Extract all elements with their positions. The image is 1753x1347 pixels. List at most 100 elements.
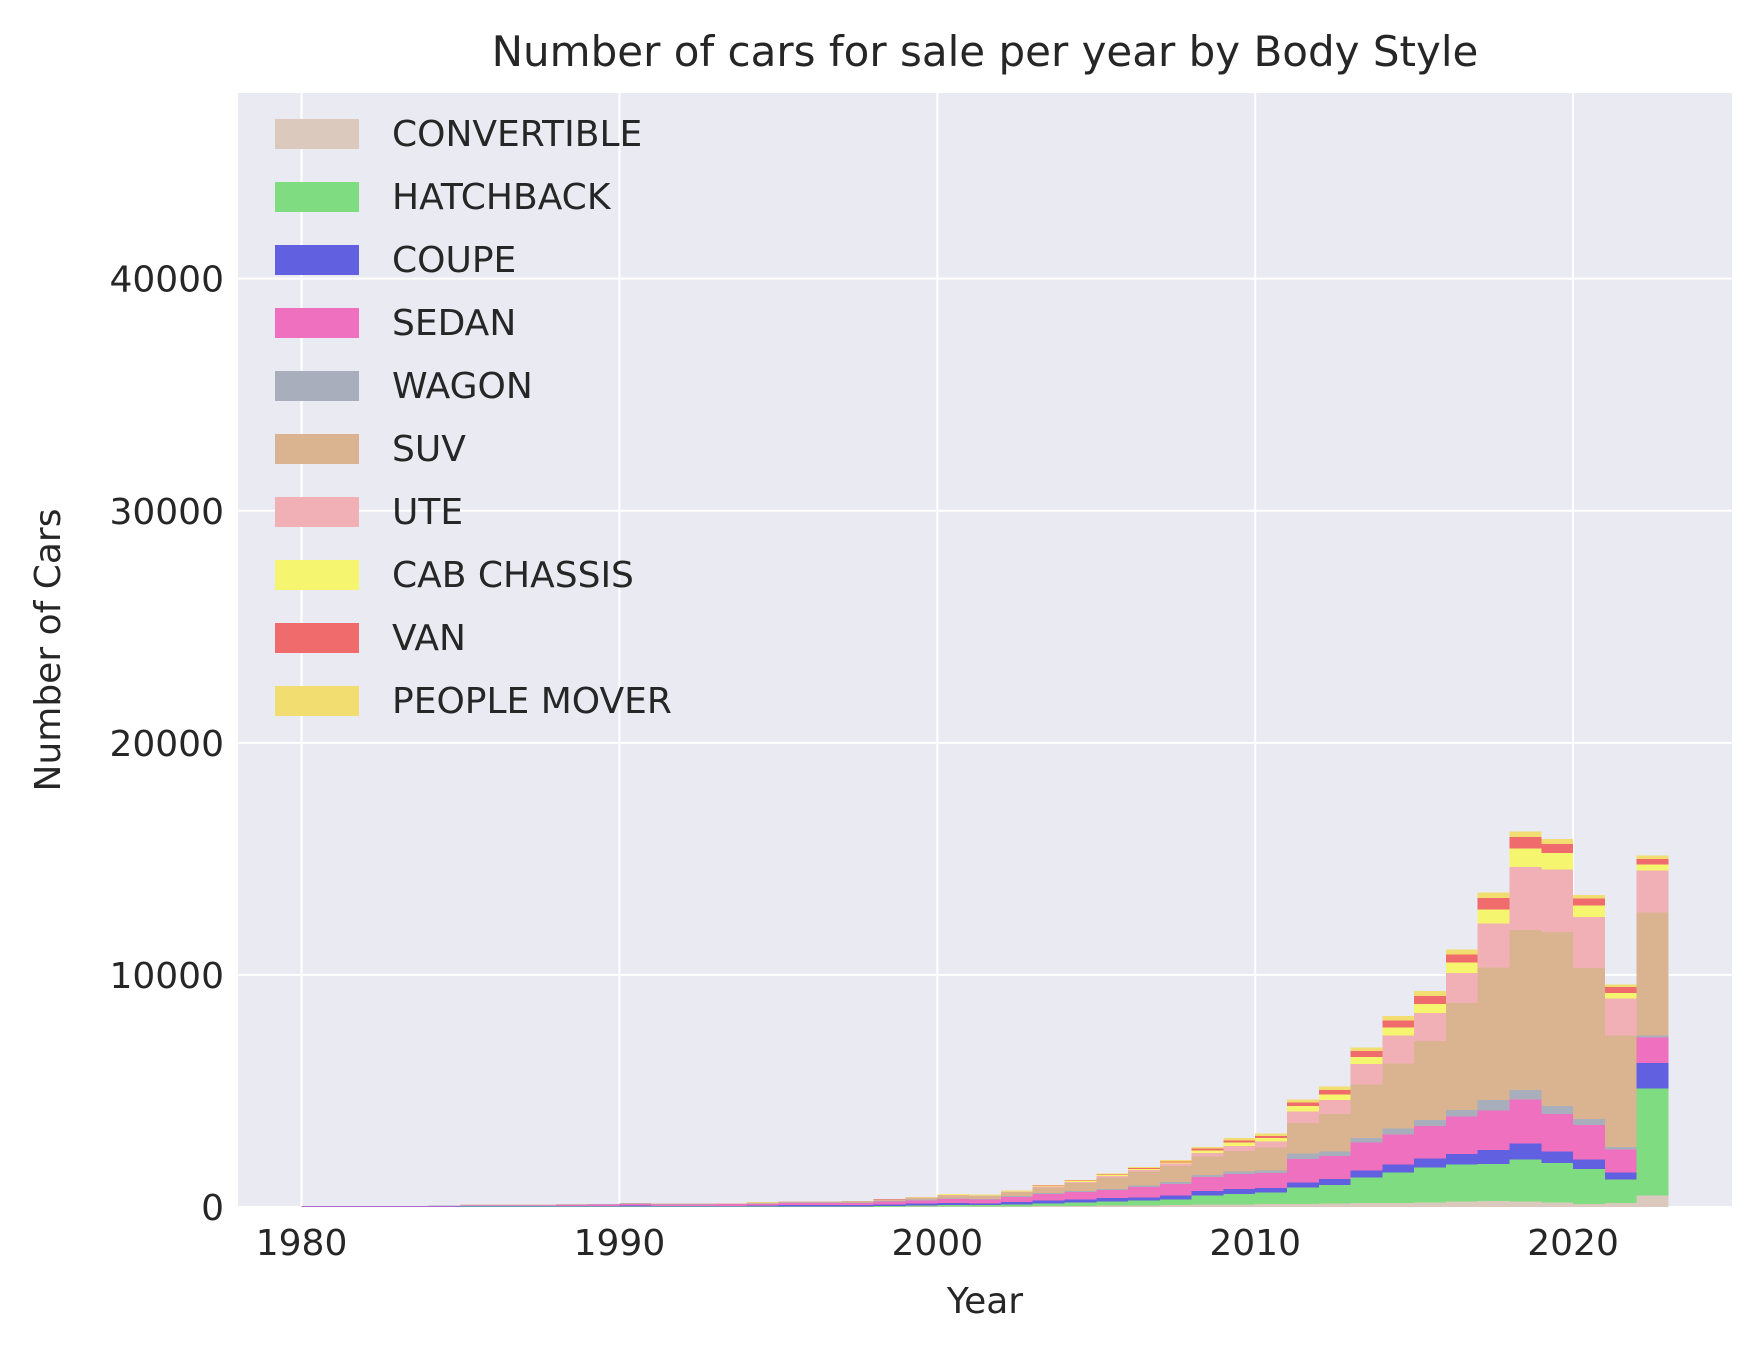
bar-cab-chassis-2012 <box>1318 1094 1351 1101</box>
bar-suv-2010 <box>1255 1147 1287 1171</box>
bar-people-mover-2007 <box>1159 1159 1192 1162</box>
legend-label-sedan: SEDAN <box>392 303 516 344</box>
bar-coupe-1989 <box>587 1205 620 1207</box>
bar-convertible-2008 <box>1191 1204 1224 1207</box>
bar-wagon-2000 <box>937 1198 970 1200</box>
bar-suv-2005 <box>1096 1177 1129 1189</box>
bar-wagon-2020 <box>1573 1119 1605 1125</box>
legend-swatch-van <box>275 623 359 653</box>
legend-label-wagon: WAGON <box>392 366 533 407</box>
bar-cab-chassis-2017 <box>1477 909 1510 924</box>
bar-coupe-2004 <box>1064 1199 1097 1203</box>
bar-hatchback-2005 <box>1096 1201 1129 1206</box>
bar-convertible-2010 <box>1255 1204 1287 1207</box>
bar-coupe-1988 <box>555 1205 588 1207</box>
bar-sedan-1985 <box>460 1205 493 1207</box>
bar-hatchback-2002 <box>1000 1204 1033 1207</box>
bar-van-2004 <box>1064 1180 1097 1182</box>
bar-convertible-2013 <box>1350 1203 1383 1207</box>
bar-people-mover-2014 <box>1382 1015 1415 1021</box>
bar-sedan-2016 <box>1445 1116 1478 1154</box>
bar-sedan-1989 <box>587 1204 620 1206</box>
bar-suv-2018 <box>1509 929 1542 1091</box>
bar-coupe-2008 <box>1191 1190 1224 1196</box>
bar-ute-2022 <box>1636 870 1669 913</box>
bar-people-mover-2022 <box>1636 855 1669 859</box>
bar-wagon-2021 <box>1604 1147 1637 1150</box>
bar-coupe-2022 <box>1636 1063 1669 1089</box>
bar-wagon-2007 <box>1159 1182 1192 1184</box>
bar-sedan-2022 <box>1636 1037 1669 1064</box>
bar-sedan-1996 <box>810 1203 842 1206</box>
bar-suv-2007 <box>1159 1165 1192 1183</box>
bar-ute-2006 <box>1128 1169 1160 1172</box>
bar-coupe-2010 <box>1255 1187 1287 1193</box>
bar-hatchback-2000 <box>937 1204 970 1207</box>
bar-suv-2002 <box>1000 1192 1033 1197</box>
bar-coupe-2001 <box>969 1203 1001 1206</box>
bar-wagon-2012 <box>1318 1151 1351 1156</box>
bar-ute-2012 <box>1318 1100 1351 1115</box>
legend-swatch-convertible <box>275 119 359 149</box>
bar-wagon-2019 <box>1541 1106 1574 1115</box>
bar-people-mover-2011 <box>1286 1099 1319 1103</box>
bar-wagon-2022 <box>1636 1035 1669 1038</box>
bar-coupe-2016 <box>1445 1153 1478 1165</box>
bar-cab-chassis-2006 <box>1128 1168 1160 1170</box>
bar-van-2007 <box>1159 1161 1192 1163</box>
bar-ute-2014 <box>1382 1035 1415 1064</box>
bar-suv-2022 <box>1636 912 1669 1036</box>
bar-coupe-1995 <box>778 1205 811 1207</box>
bar-cab-chassis-2010 <box>1255 1138 1287 1142</box>
bar-hatchback-2022 <box>1636 1088 1669 1196</box>
bar-suv-2014 <box>1382 1063 1415 1129</box>
legend-label-people-mover: PEOPLE MOVER <box>392 681 672 722</box>
bar-cab-chassis-2018 <box>1509 848 1542 868</box>
bar-suv-2015 <box>1414 1041 1446 1120</box>
bar-stacks <box>301 831 1669 1207</box>
bar-convertible-2009 <box>1223 1204 1256 1207</box>
bar-sedan-2017 <box>1477 1110 1510 1150</box>
bar-wagon-2008 <box>1191 1174 1224 1177</box>
bar-suv-2001 <box>969 1195 1001 1199</box>
bar-hatchback-2018 <box>1509 1159 1542 1202</box>
bar-van-2010 <box>1255 1135 1287 1139</box>
bar-convertible-2006 <box>1128 1205 1160 1207</box>
bar-hatchback-2006 <box>1128 1200 1160 1206</box>
legend-swatch-coupe <box>275 245 359 275</box>
x-axis-label: Year <box>946 1281 1023 1322</box>
x-tick-label-2: 2000 <box>892 1223 984 1264</box>
bar-wagon-2003 <box>1032 1193 1065 1195</box>
bar-suv-2003 <box>1032 1187 1065 1194</box>
bar-sedan-2002 <box>1000 1197 1033 1203</box>
bar-ute-2003 <box>1032 1186 1065 1188</box>
bar-sedan-2011 <box>1286 1159 1319 1183</box>
bar-coupe-2020 <box>1573 1159 1605 1169</box>
bar-ute-2015 <box>1414 1013 1446 1042</box>
bar-hatchback-2017 <box>1477 1163 1510 1201</box>
bar-convertible-2011 <box>1286 1203 1319 1207</box>
bar-coupe-2019 <box>1541 1151 1574 1163</box>
bar-sedan-2005 <box>1096 1190 1129 1199</box>
bar-wagon-2017 <box>1477 1100 1510 1111</box>
bar-people-mover-2010 <box>1255 1133 1287 1136</box>
bar-hatchback-2014 <box>1382 1172 1415 1203</box>
bar-suv-1995 <box>778 1201 811 1203</box>
bar-cab-chassis-2011 <box>1286 1105 1319 1112</box>
bar-ute-2008 <box>1191 1152 1224 1157</box>
bar-sedan-2004 <box>1064 1191 1097 1200</box>
bar-sedan-1995 <box>778 1203 811 1206</box>
bar-cab-chassis-2021 <box>1604 992 1637 999</box>
bar-cab-chassis-2015 <box>1414 1003 1446 1014</box>
bar-coupe-1999 <box>905 1203 938 1206</box>
bar-coupe-2017 <box>1477 1149 1510 1164</box>
bar-cab-chassis-2004 <box>1064 1181 1097 1182</box>
bar-wagon-2010 <box>1255 1170 1287 1173</box>
bar-coupe-1992 <box>683 1205 715 1207</box>
bar-suv-2020 <box>1573 968 1605 1120</box>
bar-sedan-1991 <box>651 1204 684 1206</box>
bar-sedan-1993 <box>714 1204 747 1206</box>
bar-convertible-2012 <box>1318 1203 1351 1207</box>
bar-hatchback-2007 <box>1159 1199 1192 1206</box>
bar-sedan-2018 <box>1509 1099 1542 1144</box>
